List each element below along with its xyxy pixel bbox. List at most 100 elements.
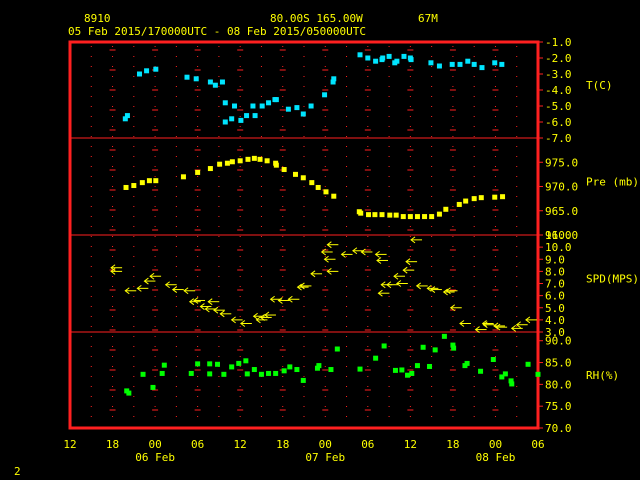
pres-point [195,169,201,175]
temp-point [273,97,279,103]
wind-arrow-head [445,287,451,295]
wind-arrow-head [482,321,488,329]
rh-point [509,381,515,387]
wind-arrow-head [188,298,195,306]
wind-arrow-head [449,304,456,312]
x-tick-label: 06 [531,438,544,451]
temp-point [479,65,485,71]
wind-arrow-head [252,312,258,320]
wind-arrow-head [474,326,480,333]
temp-point [394,58,400,64]
time-range: 05 Feb 2015/170000UTC - 08 Feb 2015/0500… [68,25,366,38]
wind-arrow-head [326,241,332,249]
rh-point [221,371,227,377]
wind-arrow-head [240,320,246,327]
pres-point [387,212,393,218]
rh-point [207,371,213,377]
rh-point [414,363,420,369]
y-tick-label: 965.0 [545,205,578,218]
temp-point [465,58,471,64]
pres-point [264,158,270,164]
pres-point [309,180,315,186]
temp-point [357,52,363,58]
wind-arrow-head [386,281,392,289]
rh-point [150,384,156,390]
temp-point [285,106,291,112]
rh-point [300,377,306,383]
wind-arrow-head [481,320,487,327]
temp-point [436,63,442,69]
wind-arrow-head [515,321,521,329]
temp-point [428,60,434,66]
pres-point [407,214,413,220]
y-tick-label: -3.0 [545,68,572,81]
x-tick-label: 06 [191,438,204,451]
y-tick-label: 975.0 [545,156,578,169]
x-tick-label: 12 [404,438,417,451]
temp-point [184,74,190,80]
wind-arrow-head [124,287,130,295]
wind-arrow-head [442,288,448,296]
temp-point [136,71,142,77]
rh-point [236,360,242,366]
wind-arrow-head [207,298,213,306]
rh-point [258,371,264,377]
y-tick-label: -7.0 [545,132,572,145]
pres-point [257,156,263,162]
wind-arrow-head [410,236,416,244]
rh-point [207,361,213,367]
temp-point [153,66,159,72]
x-tick-label: 06 [361,438,374,451]
x-tick-label: 00 [148,438,161,451]
rh-point [294,367,300,373]
pres-point [273,162,279,168]
temp-point [266,100,272,106]
y-tick-label: 6.0 [545,290,565,303]
y-tick-label: 75.0 [545,400,572,413]
rh-point [229,364,235,370]
temp-point [471,61,477,67]
pres-point [281,167,287,173]
rh-point [432,347,438,353]
pres-point [443,206,449,212]
temp-point [380,55,386,61]
panel-label-pres: Pre (mb) [586,176,639,189]
wind-arrow-head [269,295,275,303]
x-tick-label: 12 [63,438,76,451]
wind-arrow-head [264,311,270,319]
wind-arrow-head [430,286,436,293]
rh-point [381,343,387,349]
rh-point [251,367,257,373]
temp-point [144,68,150,74]
pres-point [146,178,152,184]
y-tick-label: 10.0 [545,241,572,254]
x-tick-label: 00 [319,438,332,451]
pres-point [315,184,321,190]
wind-arrow-head [377,289,383,297]
pres-point [224,160,230,166]
wind-arrow-head [259,314,266,321]
pres-point [471,196,477,202]
temp-point [229,116,235,122]
x-tick-label: 18 [106,438,119,451]
temp-point [499,61,505,67]
wind-arrow-head [219,310,225,318]
temp-point [244,113,250,119]
pres-point [492,194,498,200]
rh-point [244,371,250,377]
temp-point [222,100,228,106]
pres-point [463,198,469,204]
temp-point [308,103,314,109]
rh-point [502,371,508,377]
y-tick-label: -1.0 [545,36,572,49]
temp-point [294,105,300,111]
rh-point [328,367,334,373]
rh-point [214,361,220,367]
rh-point [464,360,470,366]
wind-arrow-head [213,306,219,314]
rh-point [535,371,541,377]
pres-point [123,184,129,190]
pres-point [372,212,378,218]
pres-point [366,212,372,218]
x-tick-label: 18 [446,438,459,451]
